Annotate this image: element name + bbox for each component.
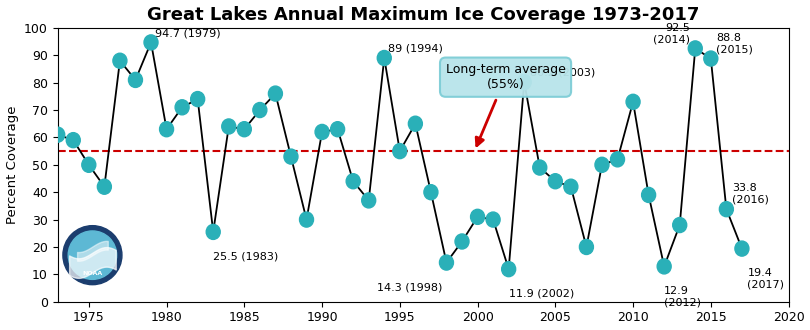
Text: 12.9
(2012): 12.9 (2012) [664, 286, 701, 308]
Ellipse shape [579, 240, 594, 254]
Ellipse shape [315, 124, 329, 140]
Ellipse shape [518, 75, 531, 90]
Ellipse shape [657, 259, 671, 274]
Ellipse shape [440, 255, 454, 270]
Text: 33.8
(2016): 33.8 (2016) [732, 183, 769, 205]
Text: 88.8
(2015): 88.8 (2015) [716, 33, 753, 54]
Text: 80.2 (2003): 80.2 (2003) [530, 68, 595, 78]
Text: 11.9 (2002): 11.9 (2002) [509, 288, 574, 299]
Text: 92.5
(2014): 92.5 (2014) [653, 23, 689, 44]
Ellipse shape [533, 160, 547, 175]
Ellipse shape [222, 119, 236, 134]
Ellipse shape [501, 262, 516, 277]
Text: Long-term average
(55%): Long-term average (55%) [446, 63, 565, 146]
Ellipse shape [626, 94, 640, 109]
Ellipse shape [595, 157, 609, 172]
Text: 89 (1994): 89 (1994) [389, 44, 443, 54]
Ellipse shape [377, 50, 391, 66]
Ellipse shape [113, 53, 127, 68]
Ellipse shape [486, 212, 500, 227]
Ellipse shape [330, 122, 344, 137]
Ellipse shape [393, 144, 407, 159]
Ellipse shape [688, 41, 702, 56]
Ellipse shape [129, 72, 143, 87]
Ellipse shape [175, 100, 189, 115]
Ellipse shape [362, 193, 376, 208]
Ellipse shape [97, 179, 111, 194]
Ellipse shape [642, 187, 655, 203]
Ellipse shape [564, 179, 578, 194]
Ellipse shape [300, 212, 313, 227]
Ellipse shape [268, 86, 283, 101]
Ellipse shape [471, 209, 484, 224]
Ellipse shape [66, 133, 80, 148]
Ellipse shape [190, 91, 205, 107]
Ellipse shape [704, 51, 718, 66]
Text: 94.7 (1979): 94.7 (1979) [156, 28, 221, 38]
Ellipse shape [207, 224, 220, 240]
Y-axis label: Percent Coverage: Percent Coverage [6, 106, 19, 224]
Ellipse shape [408, 116, 422, 131]
Ellipse shape [611, 152, 625, 167]
Text: 14.3 (1998): 14.3 (1998) [377, 282, 442, 292]
Ellipse shape [253, 103, 266, 117]
Ellipse shape [673, 217, 687, 233]
Ellipse shape [144, 35, 158, 50]
Text: 25.5 (1983): 25.5 (1983) [213, 251, 279, 261]
Ellipse shape [455, 234, 469, 249]
Ellipse shape [735, 241, 749, 256]
Ellipse shape [424, 185, 438, 200]
Ellipse shape [346, 174, 360, 189]
Ellipse shape [284, 149, 298, 164]
Title: Great Lakes Annual Maximum Ice Coverage 1973-2017: Great Lakes Annual Maximum Ice Coverage … [147, 6, 699, 23]
Ellipse shape [719, 202, 733, 217]
Text: 19.4
(2017): 19.4 (2017) [748, 268, 784, 290]
Ellipse shape [51, 127, 65, 142]
Ellipse shape [548, 174, 562, 189]
Ellipse shape [82, 157, 96, 172]
Ellipse shape [160, 122, 173, 137]
Ellipse shape [237, 122, 251, 137]
